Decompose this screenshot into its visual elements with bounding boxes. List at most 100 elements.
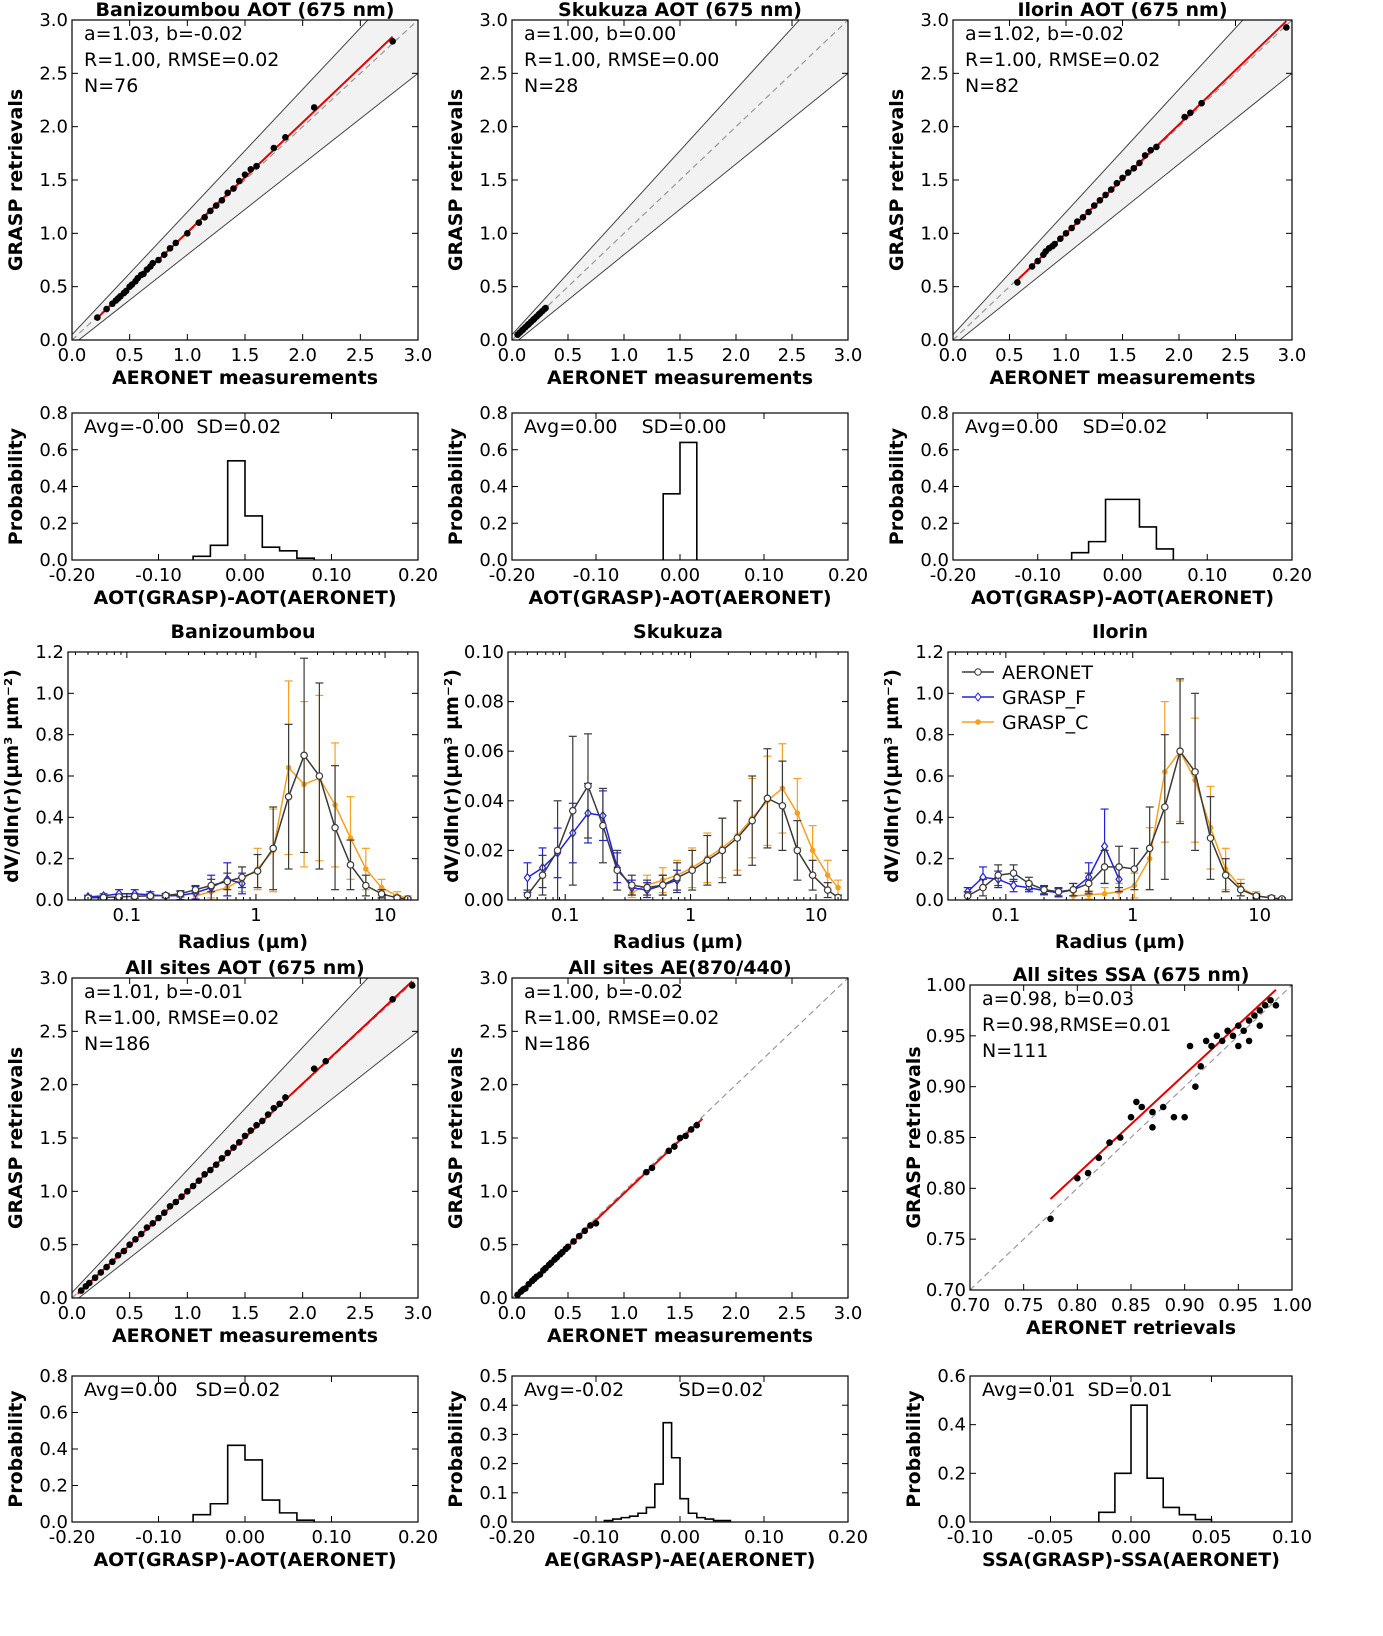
y-tick-label: 0.8 [39, 1366, 68, 1387]
plot-area [72, 978, 418, 1298]
data-point [1054, 887, 1063, 896]
data-point [1198, 99, 1205, 107]
stat-annotation: Avg=0.00 SD=0.00 [524, 416, 727, 438]
data-point [1256, 1022, 1264, 1029]
data-point [120, 1247, 128, 1255]
y-tick-label: 0.3 [479, 1424, 508, 1445]
data-point [77, 1287, 85, 1294]
legend-marker [974, 692, 982, 702]
x-tick-label: 0.00 [1102, 565, 1142, 586]
envelope-lower-line [77, 72, 418, 340]
x-tick-label: 0.5 [554, 1303, 583, 1324]
y-tick-label: 1.5 [479, 170, 508, 191]
data-point [794, 810, 801, 816]
stat-annotation: N=111 [982, 1040, 1048, 1062]
x-axis-label: AOT(GRASP)-AOT(AERONET) [971, 587, 1274, 609]
y-axis-label: Probability [445, 1390, 467, 1508]
data-point [1014, 279, 1021, 286]
data-point [149, 1220, 157, 1227]
data-point [1095, 1154, 1103, 1162]
chart-p4: 0.0 0.5 1.0 1.5 2.0 2.5 3.0 0.0 0.5 1.0 1.5 2.0 2.5 3… [5, 957, 433, 1347]
data-point [247, 1127, 255, 1134]
x-tick-label: 1 [1127, 905, 1138, 926]
y-tick-label: 0.0 [920, 550, 949, 571]
chart-h4: -0.20 -0.10 0.00 0.10 0.20 0.0 0.2 0.4 0.6 0.8 AOT… [5, 1366, 438, 1571]
histogram-step [603, 1421, 732, 1522]
y-tick-label: 2.0 [479, 117, 508, 138]
y-tick-label: 0.0 [39, 330, 68, 351]
data-point [1133, 1098, 1140, 1106]
histogram-step [192, 1444, 315, 1522]
y-tick-label: 0.0 [479, 330, 508, 351]
y-tick-label: 0.4 [920, 477, 949, 498]
envelope-upper-line [512, 20, 800, 336]
histogram-bin [638, 1513, 646, 1522]
y-tick-label: 3.0 [479, 968, 508, 989]
x-tick-label: 1.5 [1108, 345, 1137, 366]
y-tick-label: 0.4 [35, 807, 64, 828]
y-tick-label: 0.8 [479, 403, 508, 424]
x-axis-label: SSA(GRASP)-SSA(AERONET) [982, 1549, 1280, 1571]
data-point [1236, 885, 1245, 894]
chart-h2: -0.20 -0.10 0.00 0.10 0.20 0.0 0.2 0.4 0.6 0.8 AOT… [445, 403, 868, 609]
histogram-bin [228, 1445, 245, 1522]
x-axis-label: AERONET measurements [112, 1325, 378, 1347]
data-point [160, 251, 168, 258]
data-point [1221, 871, 1230, 880]
x-tick-label: 3.0 [404, 1303, 433, 1324]
data-point [1074, 218, 1081, 225]
data-point [1138, 1103, 1146, 1111]
histogram-step [1070, 498, 1175, 560]
y-tick-label: 0.5 [39, 1235, 68, 1256]
chart-title: Ilorin [1092, 621, 1148, 643]
x-tick-label: 1.00 [1272, 1295, 1312, 1316]
envelope-upper-line [953, 20, 1244, 336]
data-point [1009, 880, 1018, 891]
x-tick-label: 2.5 [778, 345, 807, 366]
y-axis-label: Probability [5, 427, 27, 545]
y-axis-label: GRASP retrievals [445, 89, 467, 271]
stat-annotation: N=186 [84, 1033, 150, 1055]
x-tick-label: 2.0 [722, 1303, 751, 1324]
data-point [253, 867, 262, 875]
data-point [1186, 1042, 1194, 1050]
data-point [378, 884, 385, 891]
y-tick-label: 0.4 [937, 1415, 966, 1436]
x-tick-label: 1.0 [610, 1303, 639, 1324]
data-point [86, 1279, 93, 1287]
data-point [1283, 24, 1290, 31]
x-tick-label: 2.0 [288, 1303, 317, 1324]
x-tick-label: 0.95 [1218, 1295, 1258, 1316]
series-line [526, 784, 839, 899]
data-point [575, 1232, 583, 1240]
y-axis-label: GRASP retrievals [886, 89, 908, 271]
legend-label: GRASP_C [1002, 712, 1088, 734]
y-axis-label: dV/dln(r)(µm³ µm⁻²) [881, 669, 903, 883]
y-tick-label: 0.2 [39, 513, 68, 534]
data-point [1090, 202, 1098, 209]
data-point [282, 1094, 289, 1101]
data-point [1208, 1042, 1215, 1050]
plot-area [83, 657, 412, 900]
data-point [264, 1111, 272, 1118]
stat-annotation: Avg=0.00 SD=0.02 [965, 416, 1168, 438]
histogram-bin [280, 1513, 297, 1522]
series-aeronet [963, 678, 1286, 900]
data-point [643, 883, 651, 892]
data-point [733, 834, 742, 842]
y-tick-label: 2.0 [39, 1075, 68, 1096]
data-point [1079, 214, 1087, 221]
data-point [1141, 152, 1149, 159]
x-tick-label: -0.10 [1014, 565, 1061, 586]
data-point [195, 219, 203, 226]
x-tick-label: 1.5 [231, 1303, 260, 1324]
y-tick-label: 0.2 [920, 513, 949, 534]
data-point [1107, 186, 1115, 193]
data-point [310, 104, 318, 111]
histogram-step [1098, 1404, 1213, 1522]
stat-annotation: R=1.00, RMSE=0.02 [84, 49, 279, 71]
data-point [130, 892, 139, 900]
data-point [1051, 240, 1058, 248]
y-tick-label: 0.2 [479, 513, 508, 534]
data-point [763, 794, 772, 803]
